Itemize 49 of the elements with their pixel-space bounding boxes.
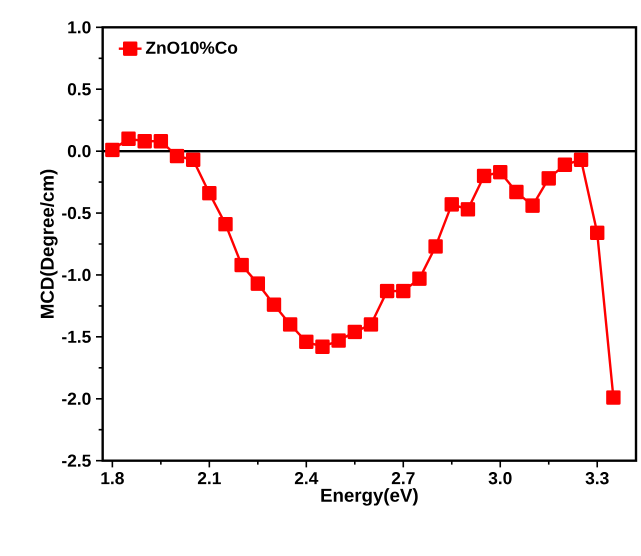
point: [234, 258, 249, 272]
point: [137, 134, 152, 148]
point: [509, 184, 524, 200]
point: [105, 142, 120, 158]
point: [606, 390, 621, 405]
point: [121, 132, 136, 146]
point: [331, 333, 346, 348]
point: [202, 186, 217, 200]
y-tick-label: -1.5: [62, 330, 91, 343]
point: [282, 317, 298, 332]
x-axis-title: Energy(eV): [321, 488, 418, 506]
y-tick-label: 0.5: [68, 83, 91, 96]
point: [525, 198, 540, 213]
point: [250, 276, 266, 291]
y-axis-title: MCD(Degree/cm): [40, 170, 58, 318]
point: [558, 158, 572, 172]
point: [574, 152, 588, 168]
y-tick-label: -0.5: [62, 206, 91, 220]
x-tick-label: 3.3: [586, 472, 609, 484]
legend-label: ZnO10%Co: [146, 42, 238, 54]
point: [460, 202, 476, 217]
point: [266, 297, 282, 312]
x-tick-label: 3.0: [488, 472, 512, 484]
x-tick-label: 2.7: [392, 472, 415, 484]
x-tick-label: 2.4: [294, 472, 318, 484]
x-tick-label: 1.8: [101, 472, 124, 484]
y-tick-label: -2.5: [62, 454, 91, 467]
y-tick-label: -2.0: [62, 392, 91, 405]
point: [380, 284, 394, 298]
point: [493, 164, 508, 180]
x-tick-label: 2.1: [198, 472, 221, 484]
point: [542, 171, 556, 186]
point: [476, 168, 492, 184]
y-tick-label: 1.0: [68, 21, 91, 34]
point: [396, 284, 410, 298]
y-tick-label: -1.0: [62, 268, 91, 282]
point: [299, 334, 314, 350]
point: [186, 152, 200, 168]
point: [590, 226, 604, 240]
point: [412, 271, 427, 286]
point: [218, 216, 233, 232]
point: [428, 239, 443, 254]
y-tick-label: 0.0: [68, 145, 91, 158]
point: [364, 317, 378, 332]
point: [315, 340, 330, 354]
point: [154, 134, 168, 148]
point: [444, 197, 459, 212]
point: [170, 148, 184, 164]
point: [348, 324, 362, 340]
